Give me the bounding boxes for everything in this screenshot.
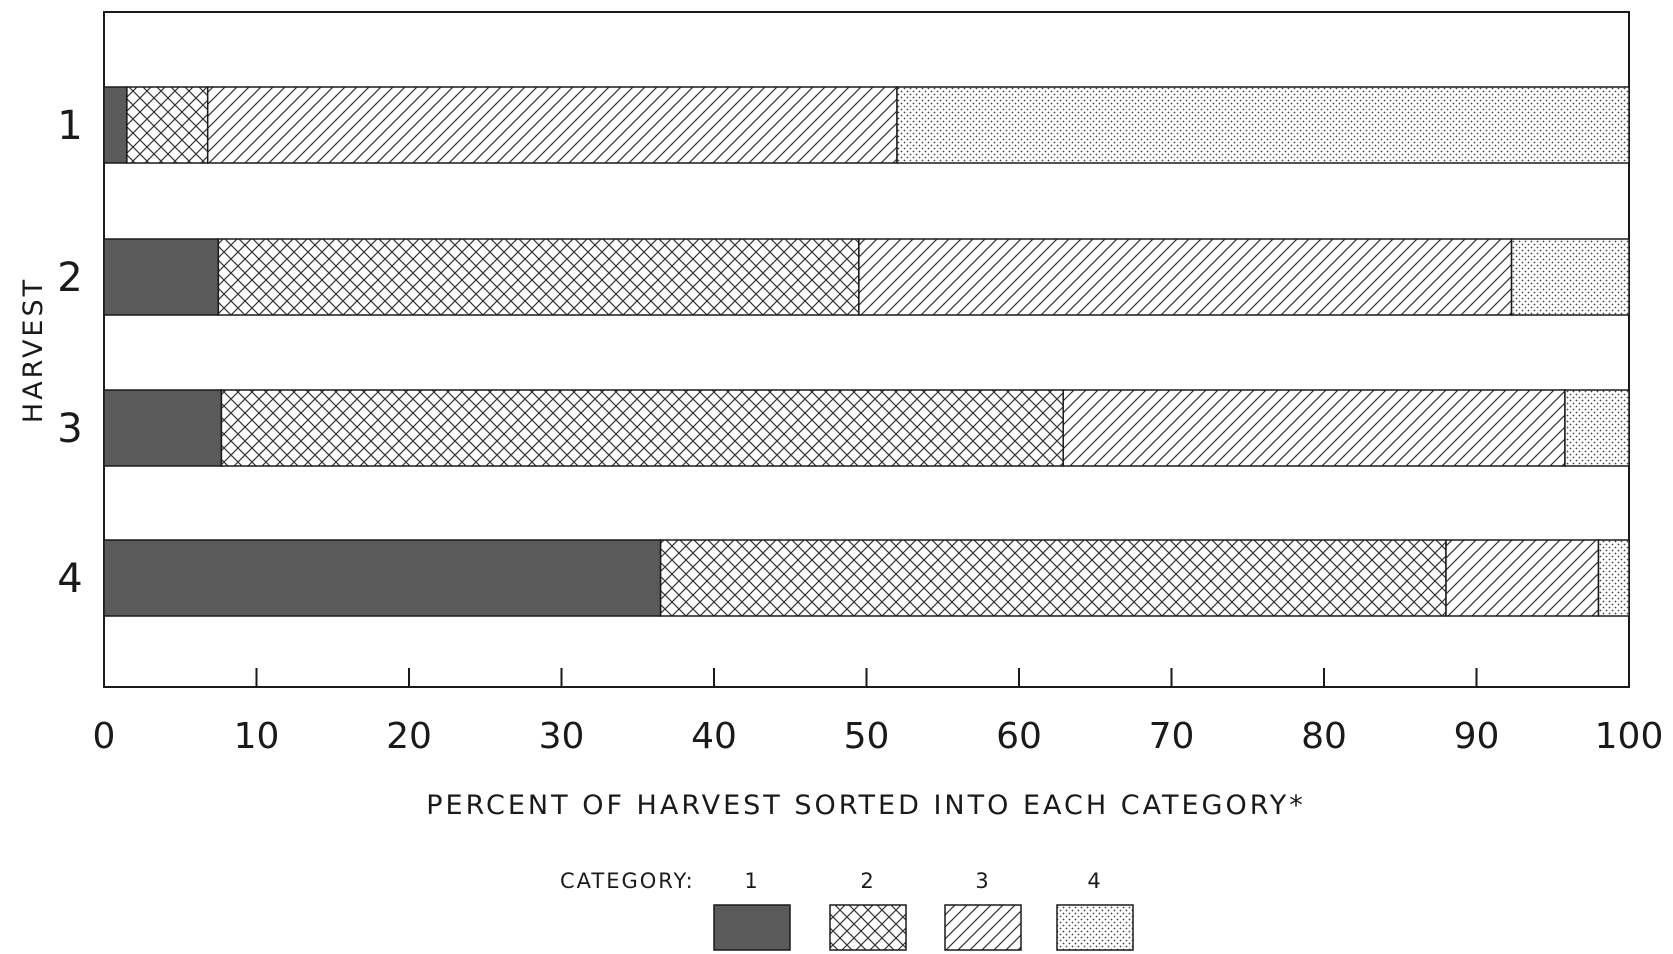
bar-harvest-2-category-2 bbox=[217, 238, 860, 316]
bar-harvest-3-category-4 bbox=[1564, 389, 1630, 467]
x-tick-label-10: 10 bbox=[234, 716, 280, 757]
bar-harvest-1-category-3 bbox=[206, 86, 898, 164]
legend-swatch-1 bbox=[713, 904, 791, 951]
bar-harvest-2-category-3 bbox=[858, 238, 1513, 316]
x-ticks-group: 0 10 20 30 40 50 60 70 80 90 100 bbox=[93, 668, 1664, 757]
bar-harvest-4-category-1 bbox=[103, 539, 662, 617]
x-tick-label-30: 30 bbox=[539, 716, 585, 757]
harvest-label-1: 1 bbox=[57, 103, 82, 149]
bar-harvest-4-category-2 bbox=[659, 539, 1447, 617]
x-tick-label-60: 60 bbox=[996, 716, 1042, 757]
bar-harvest-4-category-4 bbox=[1597, 539, 1630, 617]
harvest-label-4: 4 bbox=[57, 556, 82, 602]
bars-group bbox=[103, 86, 1630, 617]
legend-swatch-3 bbox=[944, 904, 1022, 951]
x-tick-label-0: 0 bbox=[93, 716, 116, 757]
x-axis-title: PERCENT OF HARVEST SORTED INTO EACH CATE… bbox=[426, 790, 1305, 821]
x-tick-label-40: 40 bbox=[691, 716, 737, 757]
x-tick-label-70: 70 bbox=[1149, 716, 1195, 757]
x-tick-label-90: 90 bbox=[1454, 716, 1500, 757]
bar-harvest-1-category-4 bbox=[896, 86, 1630, 164]
harvest-label-3: 3 bbox=[57, 406, 82, 452]
bar-harvest-2-category-4 bbox=[1510, 238, 1630, 316]
x-tick-label-100: 100 bbox=[1595, 716, 1664, 757]
legend-label-4: 4 bbox=[1087, 869, 1102, 893]
harvest-label-2: 2 bbox=[57, 255, 82, 301]
legend: CATEGORY: 1 2 3 4 bbox=[560, 869, 1134, 951]
legend-swatch-4 bbox=[1056, 904, 1134, 951]
y-axis-title: HARVEST bbox=[18, 277, 49, 423]
bar-harvest-2-category-1 bbox=[103, 238, 220, 316]
legend-swatch-2 bbox=[829, 904, 907, 951]
x-tick-label-20: 20 bbox=[386, 716, 432, 757]
harvest-labels-group: 1 2 3 4 bbox=[57, 103, 82, 602]
bar-harvest-1-category-1 bbox=[103, 86, 128, 164]
legend-label-2: 2 bbox=[860, 869, 875, 893]
bar-harvest-4-category-3 bbox=[1445, 539, 1600, 617]
x-tick-label-80: 80 bbox=[1301, 716, 1347, 757]
bar-harvest-1-category-2 bbox=[126, 86, 209, 164]
bar-harvest-3-category-1 bbox=[103, 389, 223, 467]
legend-title: CATEGORY: bbox=[560, 869, 695, 893]
x-tick-label-50: 50 bbox=[844, 716, 890, 757]
legend-label-3: 3 bbox=[975, 869, 990, 893]
bar-harvest-3-category-3 bbox=[1062, 389, 1566, 467]
legend-label-1: 1 bbox=[744, 869, 759, 893]
bar-harvest-3-category-2 bbox=[220, 389, 1064, 467]
